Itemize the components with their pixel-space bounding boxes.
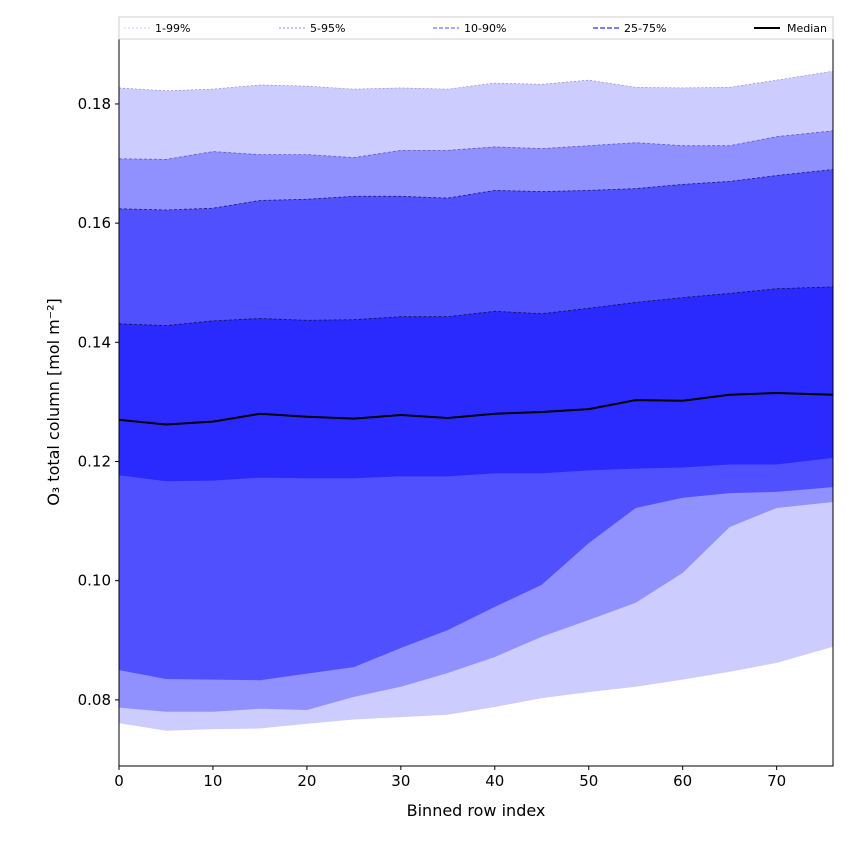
percentile-bands bbox=[119, 71, 833, 731]
x-axis-label: Binned row index bbox=[407, 801, 546, 820]
y-tick-label: 0.14 bbox=[78, 333, 111, 351]
y-tick-label: 0.08 bbox=[78, 691, 111, 709]
x-tick-label: 70 bbox=[767, 772, 786, 790]
legend-item-median: Median bbox=[754, 22, 827, 35]
legend-label: 1-99% bbox=[155, 22, 190, 35]
y-tick-label: 0.10 bbox=[78, 572, 111, 590]
legend-label: 25-75% bbox=[624, 22, 666, 35]
x-tick-label: 30 bbox=[391, 772, 410, 790]
x-tick-label: 0 bbox=[114, 772, 124, 790]
boundary-lines bbox=[118, 70, 834, 426]
legend-item-25-75: 25-75% bbox=[593, 22, 666, 35]
legend: 1-99% 5-95% 10-90% 25-75% Median bbox=[118, 16, 834, 40]
x-tick-label: 60 bbox=[673, 772, 692, 790]
y-tick-label: 0.16 bbox=[78, 214, 111, 232]
line-p75 bbox=[118, 286, 834, 327]
line-p90 bbox=[118, 169, 834, 211]
y-axis: 0.08 0.10 0.12 0.14 0.16 0.18 bbox=[78, 95, 119, 709]
x-axis: 0 10 20 30 40 50 60 70 bbox=[114, 766, 786, 790]
band-25-75 bbox=[119, 286, 833, 482]
legend-box bbox=[118, 16, 834, 40]
legend-item-10-90: 10-90% bbox=[433, 22, 506, 35]
y-tick-label: 0.12 bbox=[78, 452, 111, 470]
legend-label: 5-95% bbox=[310, 22, 345, 35]
legend-item-5-95: 5-95% bbox=[279, 22, 345, 35]
x-tick-label: 10 bbox=[203, 772, 222, 790]
x-tick-label: 50 bbox=[579, 772, 598, 790]
x-tick-label: 40 bbox=[485, 772, 504, 790]
line-p99 bbox=[118, 70, 834, 92]
y-axis-label: O₃ total column [mol m⁻²] bbox=[44, 298, 63, 506]
legend-label: 10-90% bbox=[464, 22, 506, 35]
x-tick-label: 20 bbox=[297, 772, 316, 790]
legend-item-1-99: 1-99% bbox=[124, 22, 190, 35]
y-tick-label: 0.18 bbox=[78, 95, 111, 113]
median-line bbox=[118, 391, 834, 426]
legend-label: Median bbox=[787, 22, 827, 35]
